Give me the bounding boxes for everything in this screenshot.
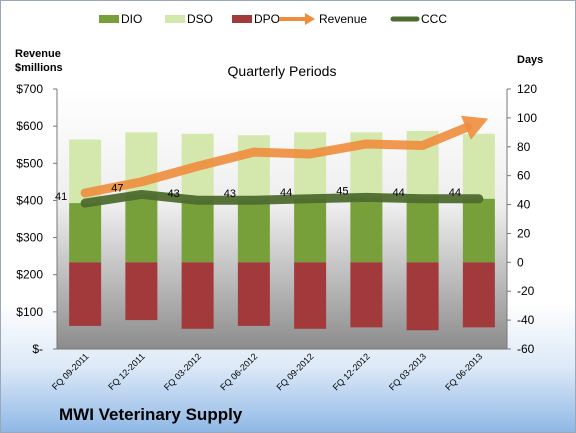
x-tick-label: FQ 09-2011 [50,351,91,392]
ccc-data-label: 45 [336,185,348,197]
dpo-bar [69,262,102,326]
y-right-tick-label: -20 [517,284,535,298]
x-tick-label: FQ 06-2012 [218,351,259,392]
y-right-tick-label: 0 [517,255,524,269]
y-left-axis-label-line2: $millions [15,62,63,74]
y-right-tick-label: 20 [517,226,531,240]
dpo-bar [181,262,214,329]
x-tick-label: FQ 09-2012 [275,351,316,392]
dio-bar [462,198,495,263]
y-left-tick-label: $300 [16,231,43,245]
x-tick-label: FQ 12-2011 [106,351,147,392]
company-name: MWI Veterinary Supply [59,405,243,424]
dio-bar [125,194,158,263]
dso-bar [237,135,270,201]
ccc-line [80,189,484,208]
revenue-arrowhead [460,115,489,140]
legend-swatch-dpo [232,15,252,23]
ccc-data-label: 47 [111,182,123,194]
revenue-line [80,122,473,198]
x-tick-label: FQ 06-2013 [443,351,484,392]
legend-arrowhead-revenue [305,13,315,25]
legend-label-ccc: CCC [421,12,447,26]
dso-bar [462,133,495,199]
legend-label-dpo: DPO [254,12,280,26]
y-left-tick-label: $200 [16,268,43,282]
y-right-tick-label: 100 [517,111,537,125]
legend-swatch-dio [99,15,119,23]
y-right-tick-label: 40 [517,198,531,212]
plot-area [57,89,507,349]
dio-bar [69,203,102,263]
dio-bar [406,198,439,263]
dpo-bar [350,262,383,328]
y-right-axis-label: Days [517,54,543,66]
x-tick-label: FQ 03-2012 [162,351,203,392]
y-right-tick-label: 60 [517,169,531,183]
y-right-tick-label: 80 [517,140,531,154]
dio-bar [181,200,214,263]
ccc-data-label: 41 [55,191,67,203]
dio-bar [237,200,270,263]
chart-title: Quarterly Periods [228,63,337,79]
legend-label-dio: DIO [121,12,142,26]
x-tick-label: FQ 12-2012 [331,351,372,392]
y-left-tick-label: $- [32,342,43,356]
y-left-tick-label: $500 [16,156,43,170]
dio-bar [350,197,383,263]
dpo-bar [462,262,495,328]
y-left-tick-label: $600 [16,119,43,133]
dio-bar [294,198,327,263]
y-right-tick-label: -40 [517,313,535,327]
legend-label-dso: DSO [187,12,213,26]
y-left-tick-label: $100 [16,305,43,319]
x-tick-label: FQ 03-2013 [387,351,428,392]
ccc-data-label: 43 [224,188,236,200]
ccc-data-label: 44 [393,187,405,199]
ccc-data-label: 44 [449,187,461,199]
y-left-axis-label-line1: Revenue [15,48,61,60]
y-left-tick-label: $400 [16,193,43,207]
legend-swatch-dso [165,15,185,23]
ccc-data-label: 44 [280,187,292,199]
ccc-data-label: 43 [168,188,180,200]
dpo-bar [237,262,270,326]
dpo-bar [406,262,439,331]
y-right-tick-label: -60 [517,342,535,356]
dpo-bar [294,262,327,329]
y-left-tick-label: $700 [16,82,43,96]
dpo-bar [125,262,158,321]
legend-label-revenue: Revenue [319,12,367,26]
dso-bar [294,132,327,199]
y-right-tick-label: 120 [517,82,537,96]
